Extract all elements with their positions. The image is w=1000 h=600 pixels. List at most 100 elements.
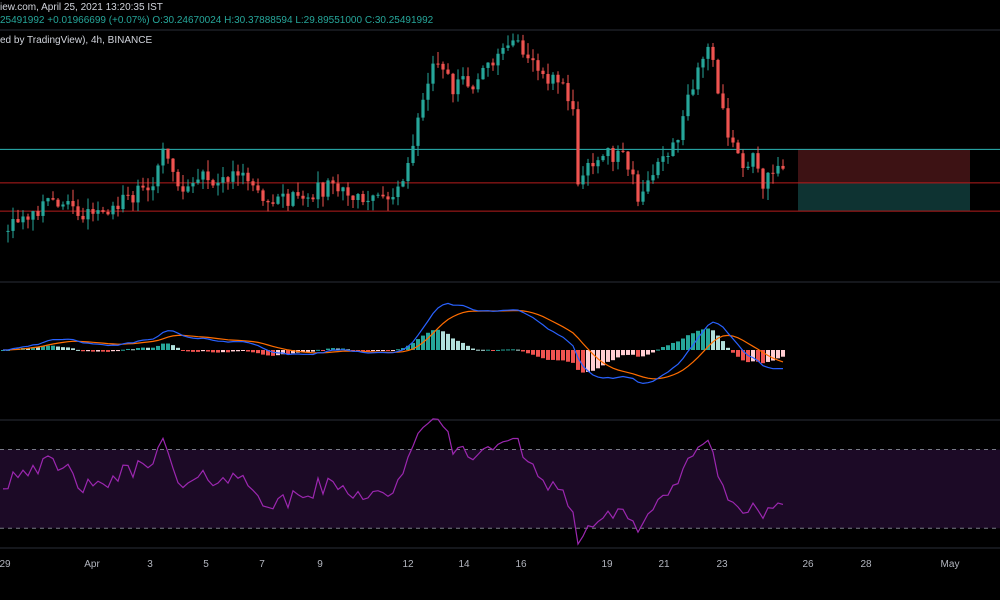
candle-body [401, 181, 405, 187]
macd-histogram-bar [641, 350, 645, 357]
candle-body [561, 82, 565, 84]
macd-histogram-bar [456, 340, 460, 350]
macd-histogram-bar [336, 348, 340, 350]
candle-body [421, 99, 425, 118]
candle-body [291, 192, 295, 206]
candle-body [191, 182, 195, 187]
candle-body [631, 169, 635, 175]
candle-body [36, 211, 40, 216]
candle-body [391, 197, 395, 200]
position-zones [798, 149, 970, 212]
candle-body [211, 180, 215, 186]
candle-body [181, 186, 185, 192]
candle-body [651, 175, 655, 181]
macd-histogram-bar [471, 348, 475, 350]
candle-body [766, 172, 770, 189]
macd-histogram-bar [431, 330, 435, 350]
candle-body [41, 201, 45, 216]
macd-histogram-bar [581, 350, 585, 373]
candle-body [336, 183, 340, 192]
time-tick-label: 28 [860, 559, 872, 570]
candle-body [676, 140, 680, 143]
time-tick-label: 14 [458, 559, 470, 570]
macd-histogram-bar [356, 350, 360, 351]
macd-histogram-bar [251, 350, 255, 353]
macd-histogram-bar [771, 350, 775, 361]
macd-histogram-bar [511, 349, 515, 351]
candle-body [256, 185, 260, 191]
candle-body [586, 162, 590, 176]
macd-histogram-bar [486, 349, 490, 351]
candle-body [156, 165, 160, 187]
candle-body [146, 187, 150, 191]
macd-histogram-bar [41, 346, 45, 350]
candle-body [516, 40, 520, 42]
macd-histogram-bar [166, 343, 170, 350]
macd-histogram-bar [671, 342, 675, 350]
macd-histogram-bar [551, 350, 555, 360]
macd-histogram-bar [426, 332, 430, 350]
macd-histogram-bar [531, 350, 535, 355]
candle-body [626, 151, 630, 170]
macd-histogram-bar [696, 330, 700, 350]
macd-histogram-bar [711, 330, 715, 350]
candle-body [646, 180, 650, 192]
macd-histogram-bar [536, 350, 540, 357]
candle-body [361, 194, 365, 203]
macd-histogram-bar [281, 350, 285, 355]
macd-histogram-bar [591, 350, 595, 371]
macd-histogram-bar [321, 350, 325, 351]
candle-body [386, 196, 390, 200]
candle-body [781, 165, 785, 169]
candle-body [521, 40, 525, 55]
macd-histogram-bar [526, 350, 530, 354]
macd-histogram-bar [86, 350, 90, 352]
candle-body [171, 158, 175, 172]
macd-histogram-bar [181, 350, 185, 351]
rsi-band [0, 449, 1000, 529]
candle-body [636, 174, 640, 202]
candle-body [201, 171, 205, 180]
macd-histogram-bar [196, 350, 200, 352]
time-tick-label: 29 [0, 559, 11, 570]
candle-body [356, 194, 360, 201]
macd-histogram-bar [631, 350, 635, 355]
candle-body [271, 202, 275, 204]
macd-histogram-bar [51, 345, 55, 350]
macd-histogram-bar [751, 350, 755, 362]
candle-body [331, 180, 335, 184]
candle-body [306, 197, 310, 199]
candle-body [166, 148, 170, 159]
candle-body [501, 47, 505, 54]
macd-histogram-bar [721, 341, 725, 350]
candle-body [116, 205, 120, 210]
candle-body [21, 216, 25, 223]
chart-source-line: iew.com, April 25, 2021 13:20:35 IST [0, 2, 163, 14]
candle-body [671, 142, 675, 156]
candle-body [741, 153, 745, 169]
candle-body [231, 171, 235, 182]
macd-histogram-bar [286, 350, 290, 355]
macd-histogram-bar [306, 350, 310, 352]
macd-histogram-bar [646, 350, 650, 355]
macd-histogram-bar [201, 350, 205, 352]
macd-histogram-bar [561, 350, 565, 361]
macd-histogram-bar [391, 350, 395, 351]
candle-body [346, 187, 350, 196]
candle-body [196, 179, 200, 183]
candle-body [406, 163, 410, 182]
macd-histogram-bar [376, 350, 380, 351]
close-label: C: [364, 15, 375, 26]
candle-body [771, 172, 775, 174]
macd-histogram-bar [36, 347, 40, 350]
macd-histogram-bar [316, 349, 320, 351]
candle-body [546, 74, 550, 84]
macd-histogram-bar [441, 331, 445, 350]
candle-body [496, 53, 500, 66]
candle-body [716, 59, 720, 94]
macd-histogram-bar [76, 349, 80, 351]
candle-body [281, 193, 285, 197]
candle-body [441, 63, 445, 70]
macd-histogram-bar [71, 348, 75, 350]
